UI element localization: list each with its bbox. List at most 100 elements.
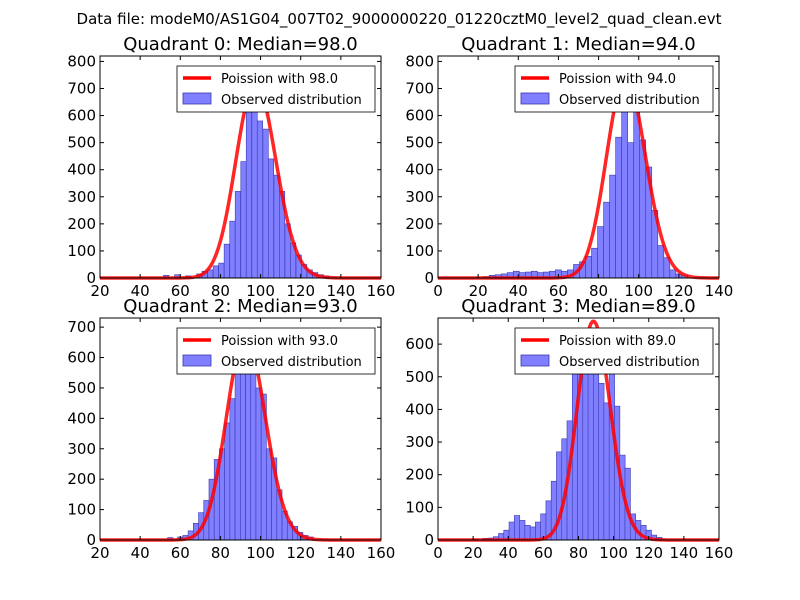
y-tick-label: 400 (67, 161, 96, 179)
histogram-bar (218, 262, 225, 279)
x-tick-label: 140 (327, 282, 356, 300)
y-tick-label: 600 (67, 107, 96, 125)
x-tick-label: 80 (569, 544, 588, 562)
y-tick-label: 500 (67, 379, 96, 397)
histogram-bar (597, 226, 604, 279)
histogram-bar (598, 382, 605, 541)
x-tick-label: 140 (327, 544, 356, 562)
y-tick-label: 0 (424, 531, 434, 549)
x-tick-label: 80 (211, 282, 230, 300)
y-tick-label: 300 (405, 433, 434, 451)
histogram-bar (234, 363, 241, 541)
histogram-bar (212, 265, 219, 279)
legend-label: Observed distribution (221, 93, 362, 108)
x-tick-label: 20 (469, 282, 488, 300)
x-tick-label: 120 (286, 544, 315, 562)
histogram-bar (591, 247, 598, 279)
legend-label: Poission with 89.0 (559, 334, 676, 349)
axes-frame (99, 317, 382, 541)
legend-bar-swatch (520, 354, 550, 367)
y-tick-label: 700 (67, 79, 96, 97)
subplot-2: Quadrant 2: Median=93.0 20 40 60 80 100 120 140… (67, 296, 395, 562)
x-tick-label: 100 (599, 544, 628, 562)
y-tick-label: 100 (67, 242, 96, 260)
y-tick-label: 800 (67, 52, 96, 70)
y-tick-label: 700 (405, 79, 434, 97)
y-tick-label: 200 (67, 470, 96, 488)
x-tick-label: 160 (367, 282, 396, 300)
legend: Poission with 89.0 Observed distribution (514, 327, 714, 375)
legend: Poission with 94.0 Observed distribution (514, 65, 714, 113)
x-tick-label: 40 (131, 282, 150, 300)
histogram-bar (273, 174, 280, 279)
x-tick-label: 140 (705, 282, 734, 300)
x-tick-label: 60 (534, 544, 553, 562)
x-tick-label: 140 (670, 544, 699, 562)
legend-bar-swatch (182, 92, 212, 105)
y-tick-label: 300 (67, 188, 96, 206)
histogram-bar (262, 128, 269, 279)
y-tick-label: 0 (424, 269, 434, 287)
histogram-bar (229, 220, 236, 279)
histogram-bar (255, 387, 262, 541)
y-tick-label: 0 (86, 531, 96, 549)
x-tick-label: 80 (211, 544, 230, 562)
histogram-bar (267, 158, 275, 279)
x-tick-label: 100 (624, 282, 653, 300)
subplot-3: Quadrant 3: Median=89.0 0 20 40 60 80 100 120 14… (405, 296, 733, 562)
histogram-bar (256, 120, 263, 279)
histogram-bar (609, 174, 616, 279)
legend-bar-swatch (182, 354, 212, 367)
histogram-bars (167, 342, 314, 541)
x-tick-label: 20 (90, 282, 109, 300)
histogram-bar (245, 109, 252, 279)
histogram-bar (251, 88, 258, 279)
y-tick-label: 400 (405, 161, 434, 179)
legend: Poission with 93.0 Observed distribution (176, 327, 376, 375)
x-tick-label: 60 (549, 282, 568, 300)
subplot-title: Quadrant 0: Median=98.0 (123, 34, 358, 55)
legend: Poission with 98.0 Observed distribution (176, 65, 376, 113)
y-tick-label: 400 (67, 409, 96, 427)
y-tick-label: 500 (405, 368, 434, 386)
histogram-bar (621, 90, 628, 279)
histogram-bar (603, 201, 610, 279)
x-tick-label: 20 (90, 544, 109, 562)
y-tick-label: 600 (405, 107, 434, 125)
x-tick-label: 60 (171, 544, 190, 562)
axes-frame (437, 55, 720, 279)
legend-bar-swatch (520, 92, 550, 105)
histogram-bar (524, 525, 531, 541)
x-tick-label: 120 (286, 282, 315, 300)
x-tick-label: 160 (367, 544, 396, 562)
x-tick-label: 80 (589, 282, 608, 300)
y-tick-label: 700 (67, 318, 96, 336)
y-tick-label: 300 (405, 188, 434, 206)
subplot-0: Quadrant 0: Median=98.0 20 40 60 80 100 120 140… (67, 34, 395, 300)
x-tick-label: 60 (171, 282, 190, 300)
legend-label: Observed distribution (221, 355, 362, 370)
x-tick-label: 40 (509, 282, 528, 300)
histogram-bar (514, 515, 521, 541)
histogram-bar (529, 526, 536, 541)
y-tick-label: 500 (67, 134, 96, 152)
y-tick-label: 100 (405, 498, 434, 516)
x-tick-label: 0 (433, 282, 443, 300)
y-tick-label: 100 (405, 242, 434, 260)
histogram-bar (229, 398, 236, 541)
y-tick-label: 300 (67, 440, 96, 458)
histogram-bar (615, 136, 622, 279)
x-tick-label: 120 (634, 544, 663, 562)
y-tick-label: 200 (67, 215, 96, 233)
histogram-bar (266, 448, 272, 541)
histogram-bar (535, 521, 542, 541)
y-tick-label: 200 (405, 215, 434, 233)
histogram-bar (508, 521, 515, 541)
histogram-bar (224, 422, 231, 541)
legend-label: Poission with 98.0 (221, 72, 338, 87)
histogram-bar (657, 245, 665, 279)
subplot-title: Quadrant 1: Median=94.0 (461, 34, 696, 55)
legend-label: Observed distribution (559, 355, 700, 370)
histogram-bar (627, 142, 634, 279)
